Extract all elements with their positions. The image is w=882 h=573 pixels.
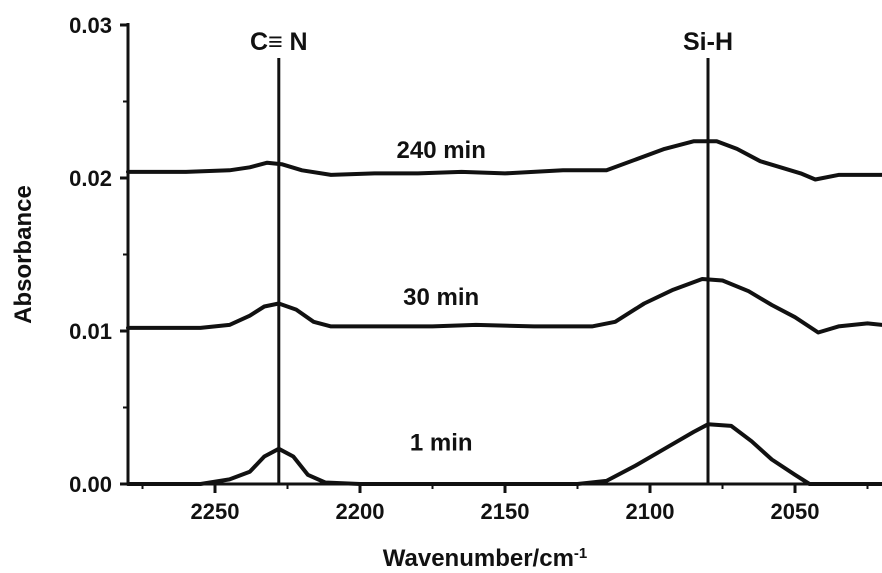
x-tick-label: 2150 (481, 499, 530, 524)
x-tick-label: 2100 (626, 499, 675, 524)
reference-line-label: Si-H (683, 28, 733, 56)
reference-line-label: C≡ N (250, 28, 308, 56)
series-line (128, 279, 882, 333)
series-label: 1 min (410, 429, 473, 456)
x-tick-label: 2200 (336, 499, 385, 524)
x-tick-label: 2050 (771, 499, 820, 524)
series-label: 30 min (403, 284, 479, 311)
x-axis-title: Wavenumber/cm-1 (383, 545, 588, 573)
x-tick-label: 2250 (191, 499, 240, 524)
series-line (128, 424, 882, 484)
plot-area: C≡ N Si-H 1 min 30 min 240 min (128, 28, 882, 484)
y-axis-title: Absorbance (10, 185, 37, 324)
y-tick-label: 0.01 (69, 319, 112, 344)
series-line (128, 141, 882, 179)
y-tick-label: 0.03 (69, 13, 112, 38)
y-tick-label: 0.02 (69, 166, 112, 191)
axes (127, 23, 882, 485)
series-label: 240 min (397, 137, 486, 164)
x-axis-title-superscript: -1 (574, 545, 587, 562)
y-tick-label: 0.00 (69, 472, 112, 497)
tick-marks (120, 25, 868, 493)
